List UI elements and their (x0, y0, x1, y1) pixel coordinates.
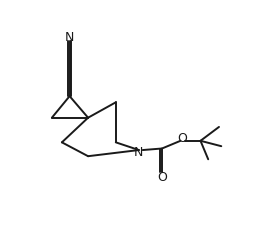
Text: O: O (177, 132, 187, 145)
Text: O: O (157, 171, 167, 184)
Text: N: N (134, 146, 144, 158)
Text: N: N (65, 30, 74, 43)
